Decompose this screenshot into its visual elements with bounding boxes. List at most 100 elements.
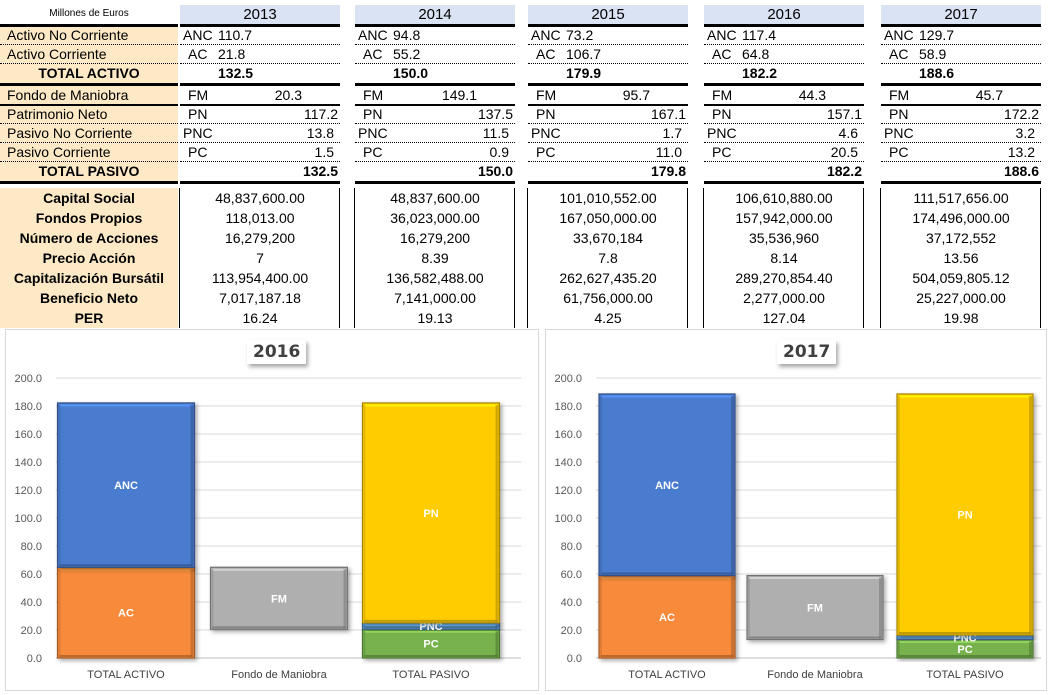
value-pnc: 3.2 <box>1015 125 1035 141</box>
abbr-pc: PC <box>712 144 732 160</box>
abbr-anc: ANC <box>884 27 914 43</box>
row-label-numero-acciones: Número de Acciones <box>0 228 178 248</box>
abbr-fm: FM <box>363 87 384 103</box>
divider <box>881 142 1041 143</box>
value-fondos-propios: 36,023,000.00 <box>390 210 480 226</box>
value-pn: 137.5 <box>477 106 513 122</box>
abbr-pnc: PNC <box>183 125 213 141</box>
bar-label: ANC <box>114 480 138 492</box>
value-anc: 94.8 <box>393 27 421 43</box>
abbr-ac: AC <box>889 46 909 62</box>
value-beneficio-neto: 7,141,000.00 <box>394 290 476 306</box>
divider <box>528 142 688 143</box>
bar-label: FM <box>807 603 823 615</box>
value-precio-accion: 8.14 <box>770 250 798 266</box>
divider <box>0 44 178 45</box>
divider <box>355 142 515 143</box>
value-ac: 64.8 <box>742 46 770 62</box>
value-numero-acciones: 35,536,960 <box>748 230 820 246</box>
value-numero-acciones: 33,670,184 <box>572 230 644 246</box>
y-tick-label: 60.0 <box>561 569 582 581</box>
units-label: Millones de Euros <box>49 8 129 19</box>
abbr-ac: AC <box>188 46 208 62</box>
divider <box>528 181 688 184</box>
value-precio-accion: 7.8 <box>598 250 618 266</box>
divider <box>881 181 1041 184</box>
value-total-pasivo: 150.0 <box>477 163 513 179</box>
bar-segment-pn <box>361 402 501 624</box>
divider <box>881 24 1041 27</box>
x-tick-label: TOTAL ACTIVO <box>628 669 706 681</box>
y-tick-label: 80.0 <box>561 541 582 553</box>
value-pnc: 13.8 <box>306 125 334 141</box>
chart-panel-2017: 0.0 20.0 40.0 60.0 80.0 100.0 120.0 140.0 160.0 1… <box>545 329 1047 691</box>
divider <box>881 63 1041 64</box>
bar-label: PNC <box>419 621 442 633</box>
divider <box>881 44 1041 45</box>
divider <box>514 188 515 328</box>
divider <box>0 24 178 27</box>
x-tick-label: Fondo de Maniobra <box>767 669 863 681</box>
y-tick-label: 180.0 <box>554 401 582 413</box>
abbr-pn: PN <box>363 106 383 122</box>
row-label-fondos-propios: Fondos Propios <box>0 208 178 228</box>
divider <box>881 83 1041 86</box>
y-tick-label: 180.0 <box>14 401 42 413</box>
abbr-anc: ANC <box>531 27 561 43</box>
abbr-pc: PC <box>536 144 556 160</box>
x-tick-label: TOTAL PASIVO <box>926 669 1004 681</box>
x-tick-label: Fondo de Maniobra <box>231 669 327 681</box>
value-fondos-propios: 174,496,000.00 <box>912 210 1010 226</box>
value-pc: 0.9 <box>489 144 509 160</box>
divider <box>0 123 178 124</box>
row-label-ac: Activo Corriente <box>0 45 178 64</box>
abbr-pn: PN <box>536 106 556 122</box>
divider <box>180 63 340 64</box>
divider <box>180 142 340 143</box>
value-per: 19.98 <box>943 310 979 326</box>
abbr-pn: PN <box>188 106 208 122</box>
abbr-pnc: PNC <box>358 125 388 141</box>
value-pc: 13.2 <box>1007 144 1035 160</box>
abbr-pn: PN <box>712 106 732 122</box>
y-tick-label: 0.0 <box>567 653 582 665</box>
abbr-pnc: PNC <box>531 125 561 141</box>
bar-label: FM <box>271 593 287 605</box>
y-tick-label: 40.0 <box>21 597 42 609</box>
year-header: 2014 <box>355 5 515 24</box>
y-tick-label: 120.0 <box>14 485 42 497</box>
divider <box>180 44 340 45</box>
value-pc: 20.5 <box>830 144 858 160</box>
abbr-pc: PC <box>889 144 909 160</box>
value-pnc: 1.7 <box>662 125 682 141</box>
value-capitalizacion: 136,582,488.00 <box>386 270 484 286</box>
value-total-activo: 182.2 <box>742 65 778 81</box>
divider <box>180 104 340 106</box>
value-ac: 106.7 <box>566 46 602 62</box>
value-total-activo: 179.9 <box>566 65 602 81</box>
value-per: 19.13 <box>417 310 453 326</box>
value-fm: 45.7 <box>975 87 1003 103</box>
divider <box>528 83 688 86</box>
abbr-ac: AC <box>363 46 383 62</box>
x-tick-label: TOTAL PASIVO <box>392 669 470 681</box>
divider <box>704 63 864 64</box>
row-label-capitalizacion: Capitalización Bursátil <box>0 268 178 288</box>
divider <box>528 24 688 27</box>
bar-label: PN <box>957 510 972 522</box>
value-total-activo: 132.5 <box>218 65 254 81</box>
value-ac: 21.8 <box>218 46 246 62</box>
divider <box>180 83 340 86</box>
divider <box>703 188 704 328</box>
bar-label: ANC <box>655 480 679 492</box>
y-tick-label: 20.0 <box>561 625 582 637</box>
bar-label: AC <box>659 612 675 624</box>
y-tick-label: 140.0 <box>14 457 42 469</box>
divider <box>704 44 864 45</box>
bar-segment-pc <box>896 638 1034 659</box>
abbr-fm: FM <box>889 87 910 103</box>
divider <box>880 188 881 328</box>
y-tick-label: 100.0 <box>554 513 582 525</box>
divider <box>0 104 178 106</box>
divider <box>355 123 515 124</box>
